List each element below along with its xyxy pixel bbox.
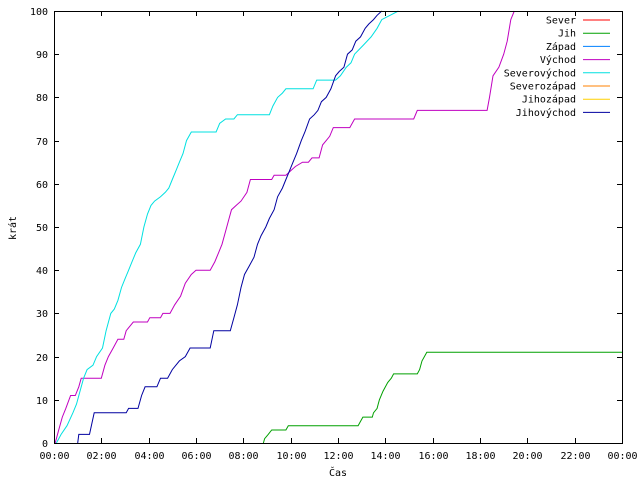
y-tick-label: 50: [36, 223, 48, 234]
legend-label: Jih: [558, 29, 576, 40]
legend-label: Jihovýchod: [516, 107, 576, 119]
x-axis-ticks: 00:00 02:00 04:00 06:00 08:00 10:00 12:00 14:00…: [39, 11, 638, 462]
y-tick-label: 0: [42, 439, 48, 450]
y-tick-label: 10: [36, 396, 48, 407]
x-tick-label: 00:00: [607, 451, 637, 462]
x-tick-label: 10:00: [276, 451, 306, 462]
x-tick-label: 00:00: [39, 451, 69, 462]
legend-label: Sever: [546, 16, 576, 27]
x-tick-label: 08:00: [228, 451, 258, 462]
legend-label: Severovýchod: [504, 67, 576, 79]
y-tick-label: 60: [36, 180, 48, 191]
plot-series: [54, 10, 622, 444]
x-tick-label: 06:00: [181, 451, 211, 462]
series-line-jihovychod: [77, 10, 383, 444]
x-tick-label: 14:00: [370, 451, 400, 462]
series-line-vychod: [54, 10, 515, 444]
y-tick-label: 30: [36, 309, 48, 320]
y-tick-label: 100: [30, 7, 48, 18]
x-axis-label: Čas: [329, 466, 347, 479]
x-tick-label: 22:00: [560, 451, 590, 462]
x-tick-label: 02:00: [86, 451, 116, 462]
y-axis-label: krát: [7, 216, 19, 240]
x-tick-label: 18:00: [465, 451, 495, 462]
legend-label: Východ: [540, 54, 576, 66]
x-tick-label: 16:00: [418, 451, 448, 462]
legend-label: Severozápad: [510, 81, 576, 93]
series-line-jih: [262, 351, 622, 444]
series-line-severovychod: [55, 10, 399, 444]
y-tick-label: 40: [36, 266, 48, 277]
legend-label: Západ: [546, 41, 576, 53]
y-tick-label: 80: [36, 93, 48, 104]
y-tick-label: 70: [36, 137, 48, 148]
legend-label: Jihozápad: [522, 94, 576, 106]
x-tick-label: 04:00: [134, 451, 164, 462]
y-tick-label: 20: [36, 353, 48, 364]
y-axis-ticks: 0 10 20 30 40 50 60 70 80 90 100: [30, 7, 622, 450]
x-tick-label: 20:00: [512, 451, 542, 462]
y-tick-label: 90: [36, 50, 48, 61]
x-tick-label: 12:00: [323, 451, 353, 462]
